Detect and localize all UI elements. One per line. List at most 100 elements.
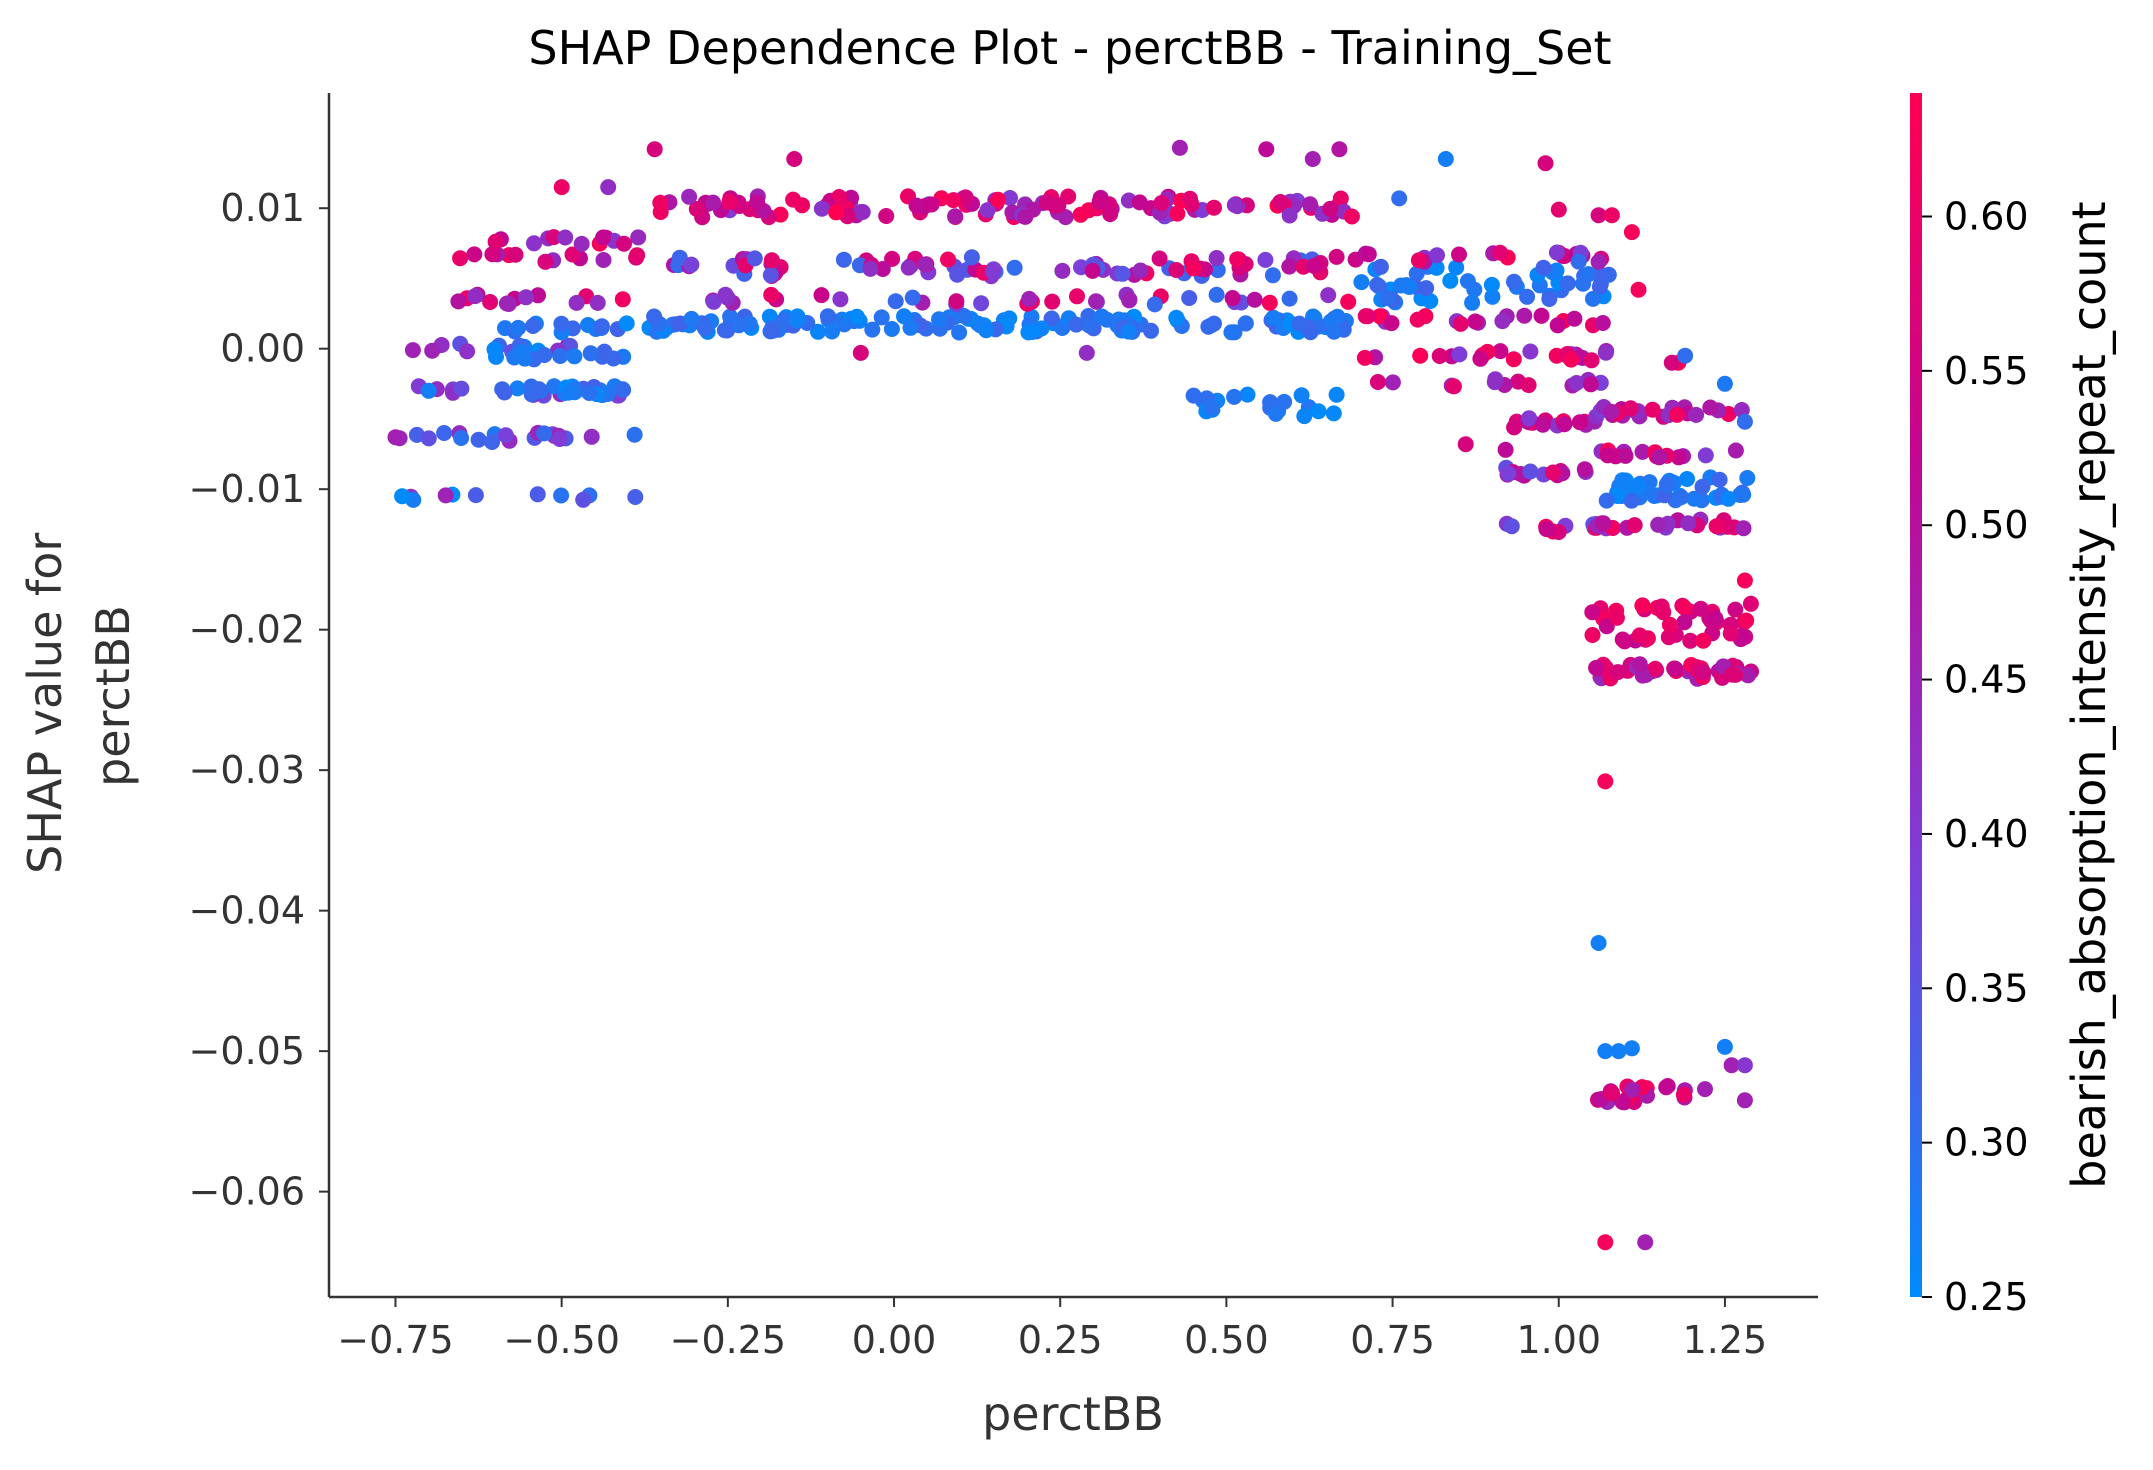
data-point (1608, 609, 1625, 626)
data-point (824, 323, 840, 340)
data-point (904, 289, 921, 306)
data-point (1412, 347, 1429, 364)
data-point (1736, 572, 1753, 589)
data-point (990, 191, 1007, 208)
data-point (831, 189, 848, 205)
data-point (420, 382, 437, 399)
data-point (583, 428, 600, 445)
x-tick-label: 1.25 (1683, 1318, 1768, 1362)
data-point (488, 348, 504, 365)
data-point (835, 251, 852, 268)
data-point (1448, 259, 1465, 276)
data-point (1585, 290, 1601, 307)
data-point (553, 179, 570, 196)
data-point (902, 319, 919, 336)
data-point (1516, 307, 1533, 324)
data-point (568, 294, 585, 311)
data-point (1267, 405, 1284, 422)
data-point (1276, 393, 1293, 410)
data-point (487, 233, 504, 250)
data-point (1257, 251, 1274, 268)
data-point (1353, 274, 1370, 291)
data-point (1093, 308, 1110, 325)
data-point (671, 249, 688, 266)
data-point (1506, 273, 1522, 290)
data-point (1647, 660, 1664, 677)
data-point (1072, 206, 1089, 223)
data-point (1208, 250, 1225, 266)
data-point (1708, 518, 1725, 535)
data-point (1669, 406, 1685, 423)
data-point (1492, 343, 1509, 360)
data-point (1634, 443, 1651, 460)
data-point (786, 151, 803, 167)
data-point (614, 291, 631, 308)
colorbar-ticks: 0.25 0.30 0.35 0.40 0.45 0.50 0.55 0.60 (1922, 194, 2029, 1319)
data-point (1588, 659, 1605, 676)
data-point (646, 141, 663, 158)
data-point (1677, 347, 1694, 364)
data-point (900, 259, 917, 276)
data-point (1593, 267, 1610, 284)
data-point (1694, 478, 1711, 495)
data-point (1711, 471, 1728, 488)
chart-title: SHAP Dependence Plot - perctBB - Trainin… (528, 21, 1611, 75)
data-point (1132, 262, 1149, 279)
data-point (626, 426, 643, 443)
data-point (1084, 262, 1101, 279)
data-point (1146, 296, 1163, 313)
data-point (404, 342, 421, 359)
data-point (1590, 935, 1607, 951)
data-point (1310, 403, 1327, 420)
data-point (1630, 281, 1647, 298)
data-point (1357, 308, 1374, 325)
data-point (484, 246, 501, 263)
data-point (917, 256, 934, 273)
data-point (1500, 465, 1517, 482)
y-axis-label: SHAP value for perctBB (18, 518, 140, 874)
data-point (1622, 400, 1639, 417)
data-point (1226, 388, 1243, 405)
data-point (518, 289, 534, 306)
data-point (459, 343, 476, 360)
scatter-points (387, 139, 1759, 1251)
data-point (1185, 260, 1202, 277)
data-point (575, 491, 592, 508)
data-point (526, 235, 542, 252)
data-point (1650, 516, 1667, 533)
data-point (616, 235, 632, 252)
data-point (581, 385, 598, 401)
data-point (1617, 447, 1634, 464)
data-point (1538, 521, 1555, 538)
data-point (931, 311, 947, 328)
data-point (1151, 250, 1168, 267)
data-point (580, 317, 596, 333)
data-point (1736, 1057, 1753, 1074)
data-point (1676, 614, 1693, 631)
data-point (794, 197, 811, 214)
data-point (1624, 1081, 1641, 1098)
data-point (1209, 262, 1226, 279)
data-point (1171, 139, 1188, 156)
data-point (450, 293, 467, 310)
data-point (1676, 599, 1693, 616)
data-point (1383, 315, 1400, 332)
data-point (1519, 288, 1536, 305)
data-point (1331, 141, 1348, 158)
data-point (1735, 520, 1752, 537)
data-point (1644, 401, 1661, 418)
data-point (573, 235, 590, 252)
data-point (553, 487, 570, 504)
data-point (1522, 463, 1539, 480)
data-point (1169, 205, 1186, 222)
data-point (1078, 344, 1095, 361)
data-point (1736, 413, 1753, 430)
data-point (763, 252, 780, 269)
data-point (1451, 246, 1467, 263)
data-point (1429, 247, 1445, 264)
data-point (1459, 273, 1476, 290)
y-tick-label: 0.00 (220, 327, 305, 371)
data-point (1265, 309, 1282, 326)
colorbar-tick-label: 0.45 (1944, 658, 2029, 702)
